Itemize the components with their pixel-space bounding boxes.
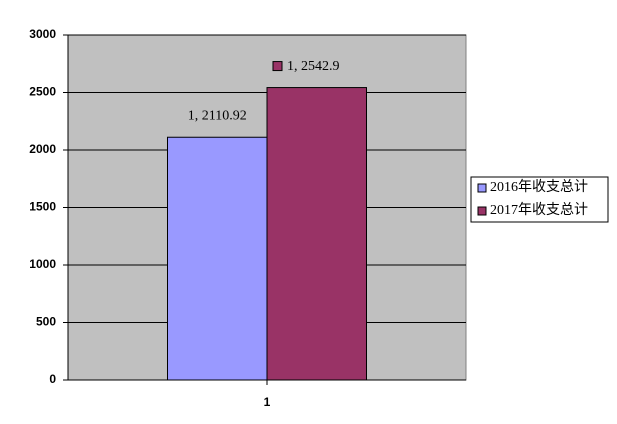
legend-key	[477, 206, 487, 216]
bar	[167, 136, 268, 381]
data-label: 1, 2542.9	[287, 59, 340, 74]
marks	[167, 87, 367, 381]
y-tick-label: 1000	[29, 257, 56, 271]
y-tick-label: 500	[36, 315, 56, 329]
y-tick-label: 3000	[29, 27, 56, 41]
legend-key	[477, 183, 487, 193]
y-tick-label: 1500	[29, 200, 56, 214]
y-tick-label: 0	[49, 372, 56, 386]
legend	[470, 176, 609, 223]
legend-label: 2017年收支总计	[490, 202, 588, 218]
y-tick-label: 2500	[29, 85, 56, 99]
x-tick-label: 1	[264, 395, 271, 409]
y-tick-label: 2000	[29, 142, 56, 156]
data-label-key	[272, 61, 283, 72]
data-label: 1, 2110.92	[188, 108, 247, 123]
bar	[266, 87, 367, 381]
legend-label: 2016年收支总计	[490, 179, 588, 195]
